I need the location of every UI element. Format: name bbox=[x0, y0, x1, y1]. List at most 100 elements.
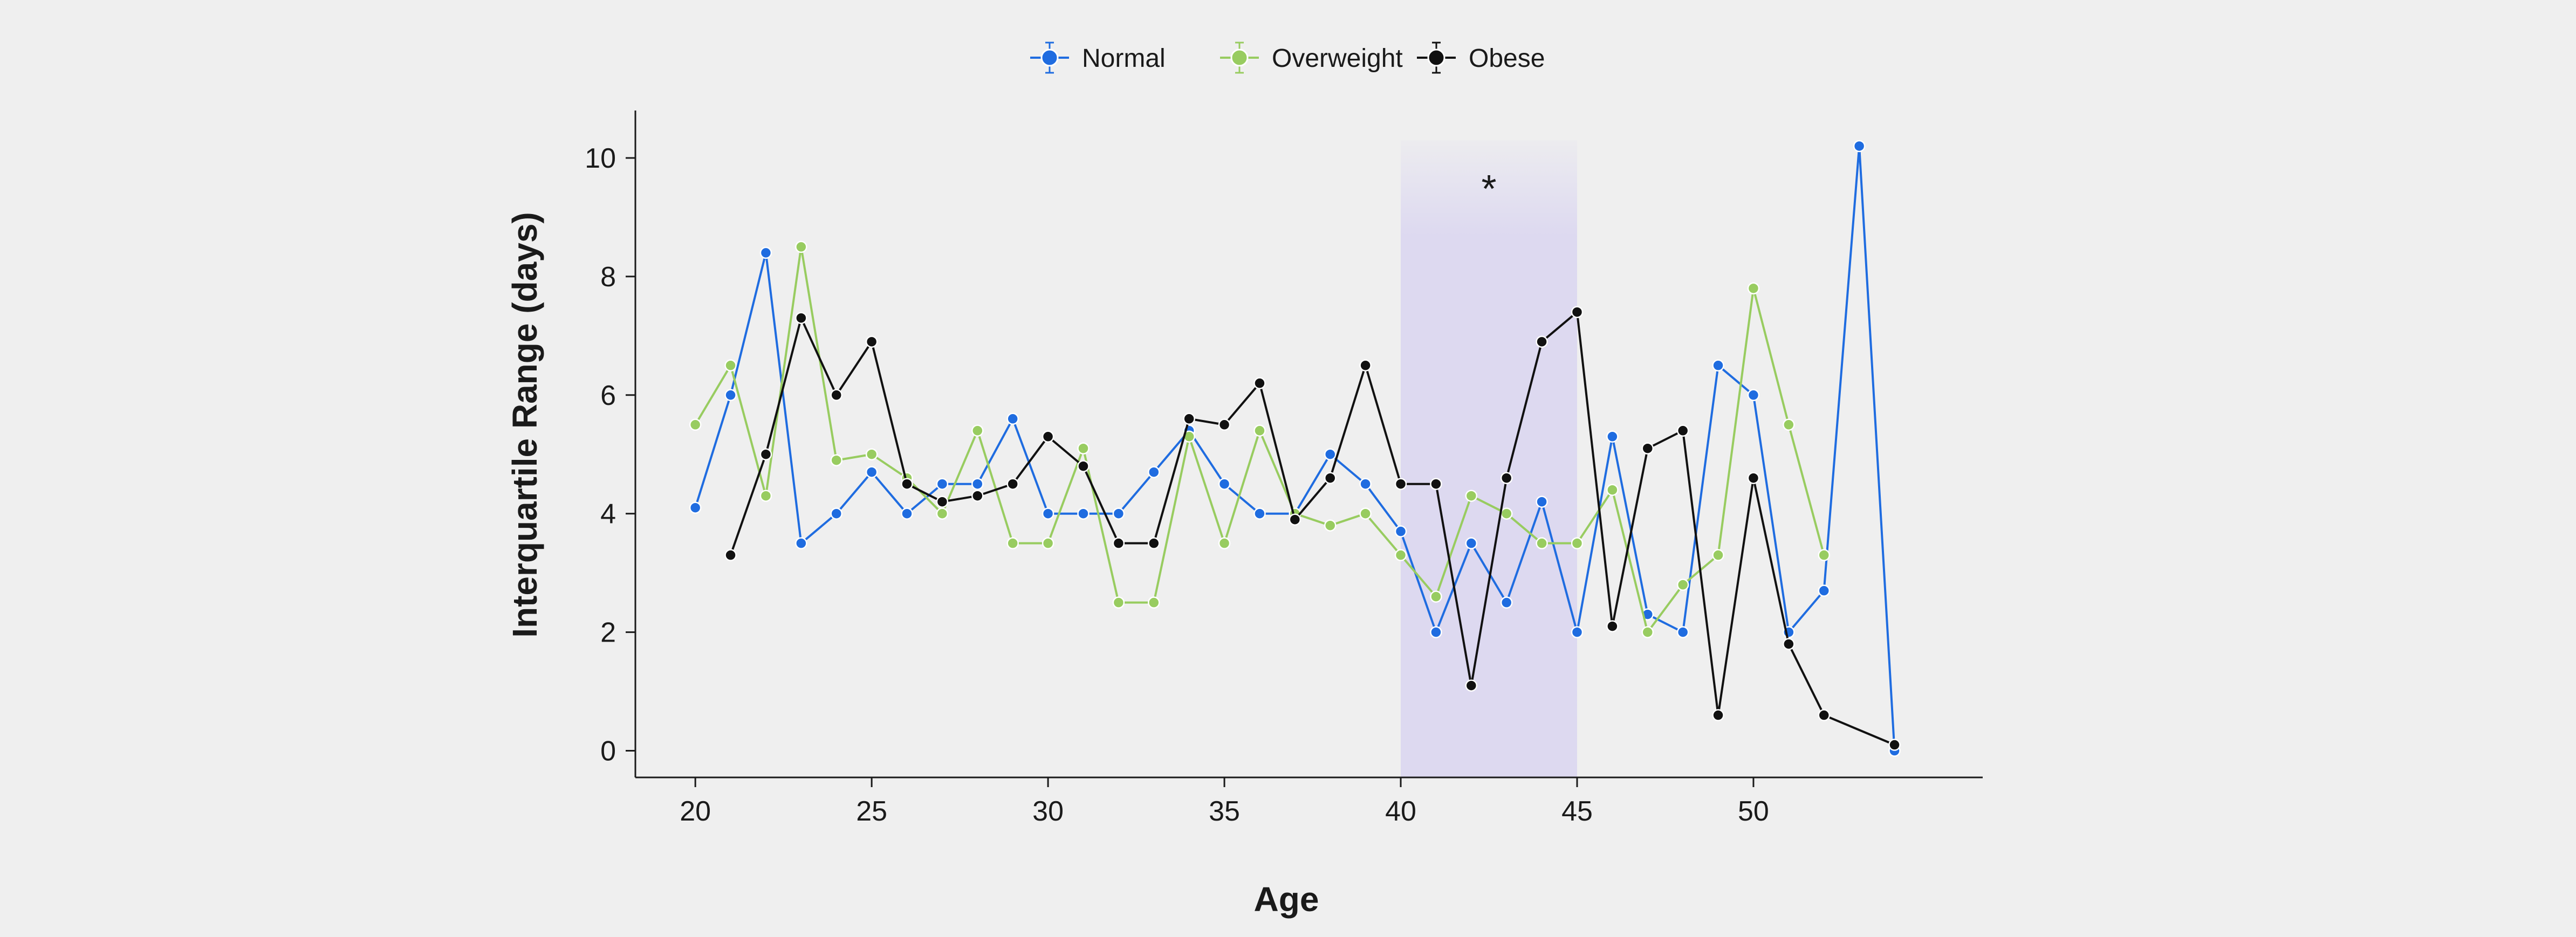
data-point-obese bbox=[830, 389, 842, 402]
data-point-normal bbox=[1571, 626, 1584, 638]
series-overweight bbox=[689, 240, 1830, 638]
data-point-obese bbox=[724, 549, 737, 561]
legend-item-normal: Normal bbox=[1030, 42, 1166, 74]
legend-item-overweight: Overweight bbox=[1220, 42, 1403, 74]
y-tick-label: 6 bbox=[600, 380, 616, 411]
data-point-normal bbox=[1712, 359, 1724, 372]
data-point-overweight bbox=[1359, 507, 1372, 520]
legend: Normal Overweight Obese bbox=[1030, 42, 1545, 74]
data-point-obese bbox=[1006, 478, 1019, 490]
data-point-obese bbox=[1500, 472, 1513, 484]
series-line-normal bbox=[694, 144, 1896, 751]
data-point-overweight bbox=[1430, 590, 1442, 603]
data-point-overweight bbox=[1818, 549, 1830, 561]
data-point-normal bbox=[1394, 525, 1407, 538]
legend-marker-normal bbox=[1040, 49, 1059, 67]
y-tick-label: 10 bbox=[585, 143, 616, 174]
data-point-overweight bbox=[1112, 596, 1125, 609]
data-point-overweight bbox=[795, 240, 807, 253]
x-tick-label: 45 bbox=[1561, 796, 1593, 827]
data-point-obese bbox=[1324, 472, 1337, 484]
data-point-overweight bbox=[1606, 484, 1619, 496]
series-line-obese bbox=[729, 311, 1895, 746]
data-point-obese bbox=[1465, 679, 1478, 692]
data-point-obese bbox=[936, 495, 949, 508]
data-point-normal bbox=[1042, 507, 1054, 520]
data-point-normal bbox=[1500, 596, 1513, 609]
data-point-overweight bbox=[1077, 442, 1090, 454]
data-point-overweight bbox=[1218, 537, 1231, 549]
data-point-overweight bbox=[865, 448, 878, 460]
y-tick-label: 2 bbox=[600, 617, 616, 649]
y-axis-title: Interquartile Range (days) bbox=[505, 212, 544, 638]
data-point-normal bbox=[901, 507, 913, 520]
legend-label-overweight: Overweight bbox=[1272, 44, 1403, 73]
data-point-obese bbox=[901, 478, 913, 490]
data-point-overweight bbox=[1571, 537, 1584, 549]
data-point-overweight bbox=[1148, 596, 1160, 609]
data-point-normal bbox=[1359, 478, 1372, 490]
data-point-normal bbox=[1218, 478, 1231, 490]
data-point-obese bbox=[1641, 442, 1654, 454]
data-point-normal bbox=[830, 507, 842, 520]
x-tick-label: 25 bbox=[856, 796, 887, 827]
x-tick-label: 20 bbox=[680, 796, 711, 827]
x-tick-label: 50 bbox=[1738, 796, 1769, 827]
data-point-obese bbox=[865, 335, 878, 348]
data-point-normal bbox=[1818, 584, 1830, 597]
data-point-obese bbox=[1253, 377, 1266, 390]
data-point-obese bbox=[1394, 478, 1407, 490]
data-point-normal bbox=[1077, 507, 1090, 520]
data-point-normal bbox=[936, 478, 949, 490]
data-point-overweight bbox=[936, 507, 949, 520]
data-point-normal bbox=[1324, 448, 1337, 460]
data-point-obese bbox=[1818, 709, 1830, 721]
data-point-obese bbox=[1359, 359, 1372, 372]
data-point-obese bbox=[1536, 335, 1548, 348]
data-point-overweight bbox=[1006, 537, 1019, 549]
data-point-obese bbox=[1430, 478, 1442, 490]
data-point-normal bbox=[1536, 495, 1548, 508]
highlight-layer: * bbox=[1401, 140, 1577, 777]
data-point-overweight bbox=[1536, 537, 1548, 549]
data-point-obese bbox=[1148, 537, 1160, 549]
axes: 20 25 30 35 40 45 50 0 2 4 6 8 10 bbox=[585, 111, 1983, 827]
data-point-obese bbox=[1571, 306, 1584, 319]
legend-label-obese: Obese bbox=[1469, 44, 1545, 73]
data-point-normal bbox=[1606, 430, 1619, 443]
data-point-overweight bbox=[1783, 418, 1795, 431]
x-tick-label: 40 bbox=[1385, 796, 1416, 827]
data-point-overweight bbox=[689, 418, 702, 431]
y-tick-label: 0 bbox=[600, 736, 616, 767]
legend-marker-obese bbox=[1427, 49, 1445, 67]
data-point-overweight bbox=[1253, 424, 1266, 437]
data-point-overweight bbox=[1747, 282, 1760, 295]
data-point-obese bbox=[1783, 638, 1795, 650]
data-point-normal bbox=[1006, 412, 1019, 425]
data-point-normal bbox=[795, 537, 807, 549]
series-obese bbox=[724, 306, 1901, 751]
data-point-normal bbox=[759, 246, 772, 259]
x-tick-label: 35 bbox=[1209, 796, 1240, 827]
data-point-overweight bbox=[724, 359, 737, 372]
data-point-normal bbox=[1747, 389, 1760, 402]
data-point-normal bbox=[689, 501, 702, 514]
data-point-normal bbox=[865, 466, 878, 478]
data-point-normal bbox=[1853, 140, 1866, 153]
data-point-normal bbox=[1430, 626, 1442, 638]
data-point-overweight bbox=[1465, 490, 1478, 502]
data-point-obese bbox=[795, 312, 807, 325]
data-point-obese bbox=[1183, 412, 1195, 425]
data-point-overweight bbox=[1042, 537, 1054, 549]
y-tick-label: 8 bbox=[600, 261, 616, 293]
data-point-obese bbox=[1888, 739, 1901, 751]
highlight-band bbox=[1401, 140, 1577, 777]
data-point-obese bbox=[1042, 430, 1054, 443]
data-point-normal bbox=[1148, 466, 1160, 478]
data-point-obese bbox=[1289, 513, 1301, 526]
data-point-obese bbox=[1218, 418, 1231, 431]
data-point-normal bbox=[1253, 507, 1266, 520]
legend-item-obese: Obese bbox=[1417, 42, 1545, 74]
data-point-obese bbox=[1712, 709, 1724, 721]
